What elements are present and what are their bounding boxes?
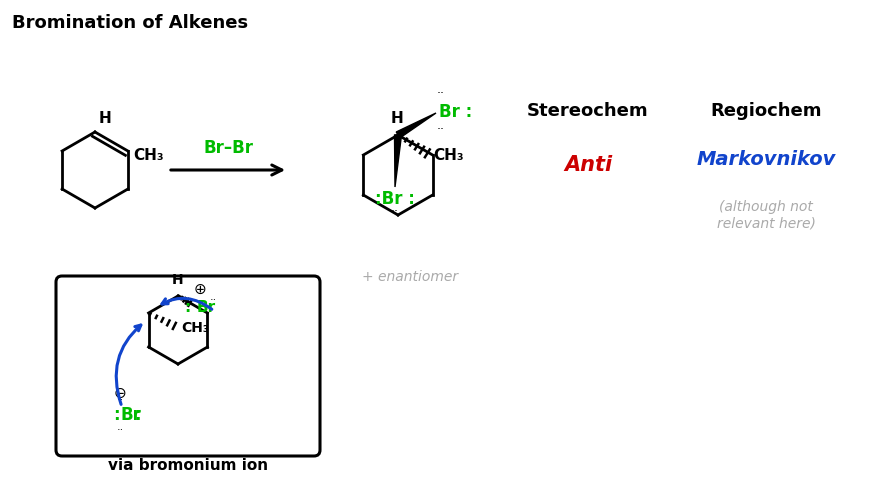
Text: Regiochem: Regiochem bbox=[711, 102, 821, 120]
Text: via bromonium ion: via bromonium ion bbox=[108, 458, 268, 473]
Text: :: : bbox=[134, 406, 140, 424]
Text: Markovnikov: Markovnikov bbox=[697, 150, 835, 169]
Text: H: H bbox=[99, 111, 112, 126]
Text: ··: ·· bbox=[437, 123, 445, 136]
Text: ··: ·· bbox=[391, 205, 399, 218]
Text: Br: Br bbox=[120, 406, 141, 424]
Text: CH₃: CH₃ bbox=[433, 148, 464, 163]
Text: :: : bbox=[113, 406, 120, 424]
Text: H: H bbox=[391, 111, 404, 126]
Text: Bromination of Alkenes: Bromination of Alkenes bbox=[12, 14, 249, 32]
Text: ⊕: ⊕ bbox=[194, 282, 207, 296]
Polygon shape bbox=[394, 135, 401, 187]
Text: Br :: Br : bbox=[439, 103, 473, 121]
Text: :Br :: :Br : bbox=[375, 190, 415, 208]
Text: CH₃: CH₃ bbox=[181, 321, 209, 335]
Text: H: H bbox=[172, 273, 184, 287]
Text: Br: Br bbox=[197, 301, 216, 315]
Text: (although not
relevant here): (although not relevant here) bbox=[717, 200, 815, 230]
Text: Stereochem: Stereochem bbox=[528, 102, 649, 120]
Text: Anti: Anti bbox=[564, 155, 612, 175]
Polygon shape bbox=[396, 113, 436, 138]
Text: ··: ·· bbox=[116, 425, 124, 435]
Text: ··: ·· bbox=[437, 87, 445, 100]
Text: :: : bbox=[184, 301, 190, 315]
FancyBboxPatch shape bbox=[56, 276, 320, 456]
Text: CH₃: CH₃ bbox=[133, 148, 164, 163]
Text: ··: ·· bbox=[209, 295, 216, 305]
Text: ⊖: ⊖ bbox=[113, 385, 126, 401]
Text: + enantiomer: + enantiomer bbox=[362, 270, 458, 284]
Text: Br–Br: Br–Br bbox=[203, 139, 253, 157]
Text: ··: ·· bbox=[116, 395, 124, 405]
